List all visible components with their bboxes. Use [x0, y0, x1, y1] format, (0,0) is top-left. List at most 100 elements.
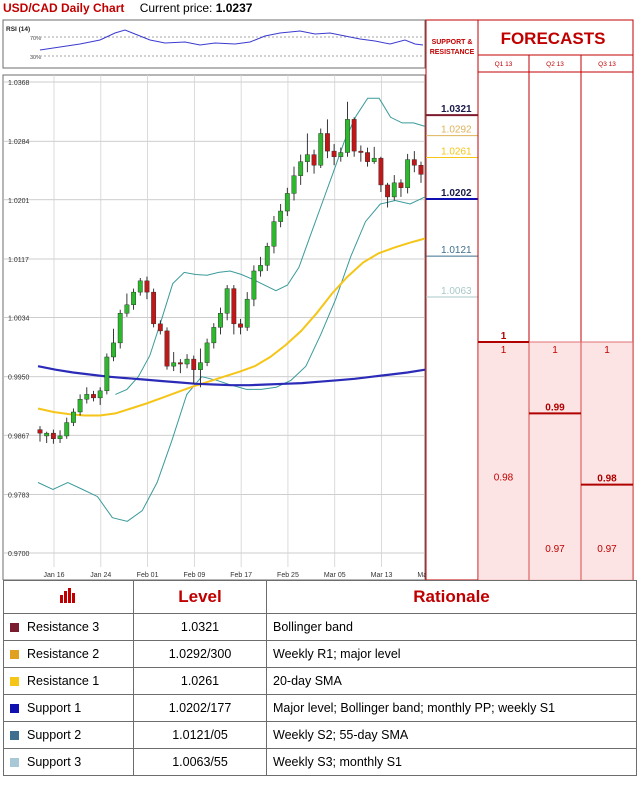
candle-body [77, 399, 83, 413]
level-name: Resistance 3 [27, 620, 100, 634]
rationale-header: Rationale [266, 580, 637, 614]
candle-body [378, 157, 384, 186]
level-color-swatch [10, 650, 19, 660]
y-axis-labels: 1.0368 1.0284 1.0201 1.0117 1.0034 0.9950 0.98… [8, 80, 30, 558]
quarter-header: Q3 13 [598, 61, 616, 68]
y-tick-label: 1.0117 [8, 257, 29, 264]
candle-body [111, 342, 116, 358]
candle-body [291, 175, 297, 194]
candle-body [298, 161, 304, 176]
candle-body [385, 184, 390, 198]
x-tick-label: Feb 01 [137, 572, 159, 579]
support2-label: 1.0121 [441, 245, 472, 256]
level-rationale: Weekly R1; major level [266, 640, 637, 668]
candle-body [331, 150, 337, 157]
levels-table-row: Support 1 1.0202/177 Major level; Bollinge… [3, 694, 637, 722]
candle-body [251, 270, 257, 300]
level-name: Support 2 [27, 728, 82, 742]
levels-table: Level Rationale Resistance 3 1.0321 Bollin… [3, 580, 637, 776]
y-tick-label: 0.9867 [8, 433, 30, 440]
candle-body [211, 327, 217, 344]
levels-table-row: Resistance 3 1.0321 Bollinger band [3, 613, 637, 641]
quarter-header: Q2 13 [546, 61, 564, 68]
x-tick-label: Feb 25 [277, 572, 299, 579]
rsi-panel: RSI (14) 70% 30% [2, 19, 426, 69]
rsi-level-70: 70% [30, 36, 41, 42]
x-tick-label: Feb 09 [183, 572, 205, 579]
candle-body [64, 422, 70, 437]
y-tick-label: 1.0201 [8, 198, 30, 205]
forecast-high-label: 1 [501, 345, 507, 356]
candle-body [44, 432, 50, 437]
candle-body [144, 280, 150, 293]
level-name-cell: Support 3 [3, 748, 134, 776]
candle-body [131, 291, 136, 306]
candle-body [278, 210, 284, 222]
level-value: 1.0121/05 [133, 721, 267, 749]
chart-grid [3, 75, 429, 567]
levels-table-row: Support 3 1.0063/55 Weekly S3; monthly S1 [3, 748, 637, 776]
levels-table-row: Support 2 1.0121/05 Weekly S2; 55-day SMA [3, 721, 637, 749]
level-rationale: Weekly S2; 55-day SMA [266, 721, 637, 749]
bar-chart-icon [3, 580, 134, 614]
candle-body [371, 157, 377, 162]
level-color-swatch [10, 758, 19, 768]
candle-body [117, 313, 123, 344]
candle-body [57, 435, 63, 439]
x-axis-labels: Jan 16 Jan 24 Feb 01 Feb 09 Feb 17 Feb 25 Mar … [43, 572, 439, 579]
x-tick-label: Jan 16 [43, 572, 64, 579]
resistance3-label: 1.0321 [441, 104, 472, 115]
candlesticks [37, 101, 424, 444]
candle-body [104, 356, 110, 392]
candle-body [358, 150, 364, 153]
level-value: 1.0321 [133, 613, 267, 641]
candle-body [271, 221, 277, 247]
level-rationale: Weekly S3; monthly S1 [266, 748, 637, 776]
candle-body [238, 323, 243, 328]
quarter-header: Q1 13 [495, 61, 513, 68]
level-name-cell: Resistance 1 [3, 667, 134, 695]
candle-body [218, 313, 223, 328]
candle-body [171, 362, 177, 367]
candle-body [198, 362, 203, 370]
candle-body [405, 159, 411, 188]
level-header: Level [133, 580, 267, 614]
forecast-range-box [478, 341, 529, 580]
candle-body [151, 291, 157, 325]
forecast-mid-label: 0.99 [545, 402, 565, 413]
chart-title: USD/CAD Daily Chart [3, 1, 125, 15]
forecast-low-label: 0.97 [597, 544, 617, 555]
candle-body [137, 280, 143, 293]
forecast-low-label: 0.97 [545, 544, 565, 555]
candle-body [398, 182, 404, 188]
current-price: 1.0237 [215, 1, 253, 15]
candle-body [124, 304, 130, 314]
candle-body [365, 152, 370, 162]
candle-body [244, 298, 250, 328]
chart-title-bar: USD/CAD Daily Chart Current price: 1.023… [3, 1, 252, 19]
moving-averages [37, 237, 426, 417]
candle-body [157, 323, 163, 332]
candle-body [258, 265, 263, 272]
y-tick-label: 0.9950 [8, 375, 30, 382]
resistance1-label: 1.0261 [441, 146, 472, 157]
support-resistance-column: SUPPORT & RESISTANCE 1.0321 1.0292 1.0261 1… [425, 19, 479, 580]
level-name: Support 3 [27, 755, 82, 769]
candle-body [311, 154, 317, 166]
level-value: 1.0292/300 [133, 640, 267, 668]
level-value: 1.0202/177 [133, 694, 267, 722]
x-tick-label: Feb 17 [230, 572, 252, 579]
rsi-label: RSI (14) [6, 26, 30, 33]
bollinger-upper-line [115, 97, 426, 395]
candle-body [411, 159, 417, 166]
sr-label-line1: SUPPORT & [432, 39, 473, 46]
sma55-line [37, 365, 426, 387]
y-tick-label: 1.0034 [8, 316, 30, 323]
level-name: Resistance 1 [27, 674, 100, 688]
candle-body [204, 342, 210, 363]
candle-body [71, 411, 76, 423]
price-chart: RSI (14) 70% 30% 1.0368 1.0284 1.0201 1.011… [2, 19, 634, 580]
price-label: Current price: [139, 1, 213, 15]
support3-label: 1.0063 [441, 286, 472, 297]
candle-body [418, 165, 424, 175]
